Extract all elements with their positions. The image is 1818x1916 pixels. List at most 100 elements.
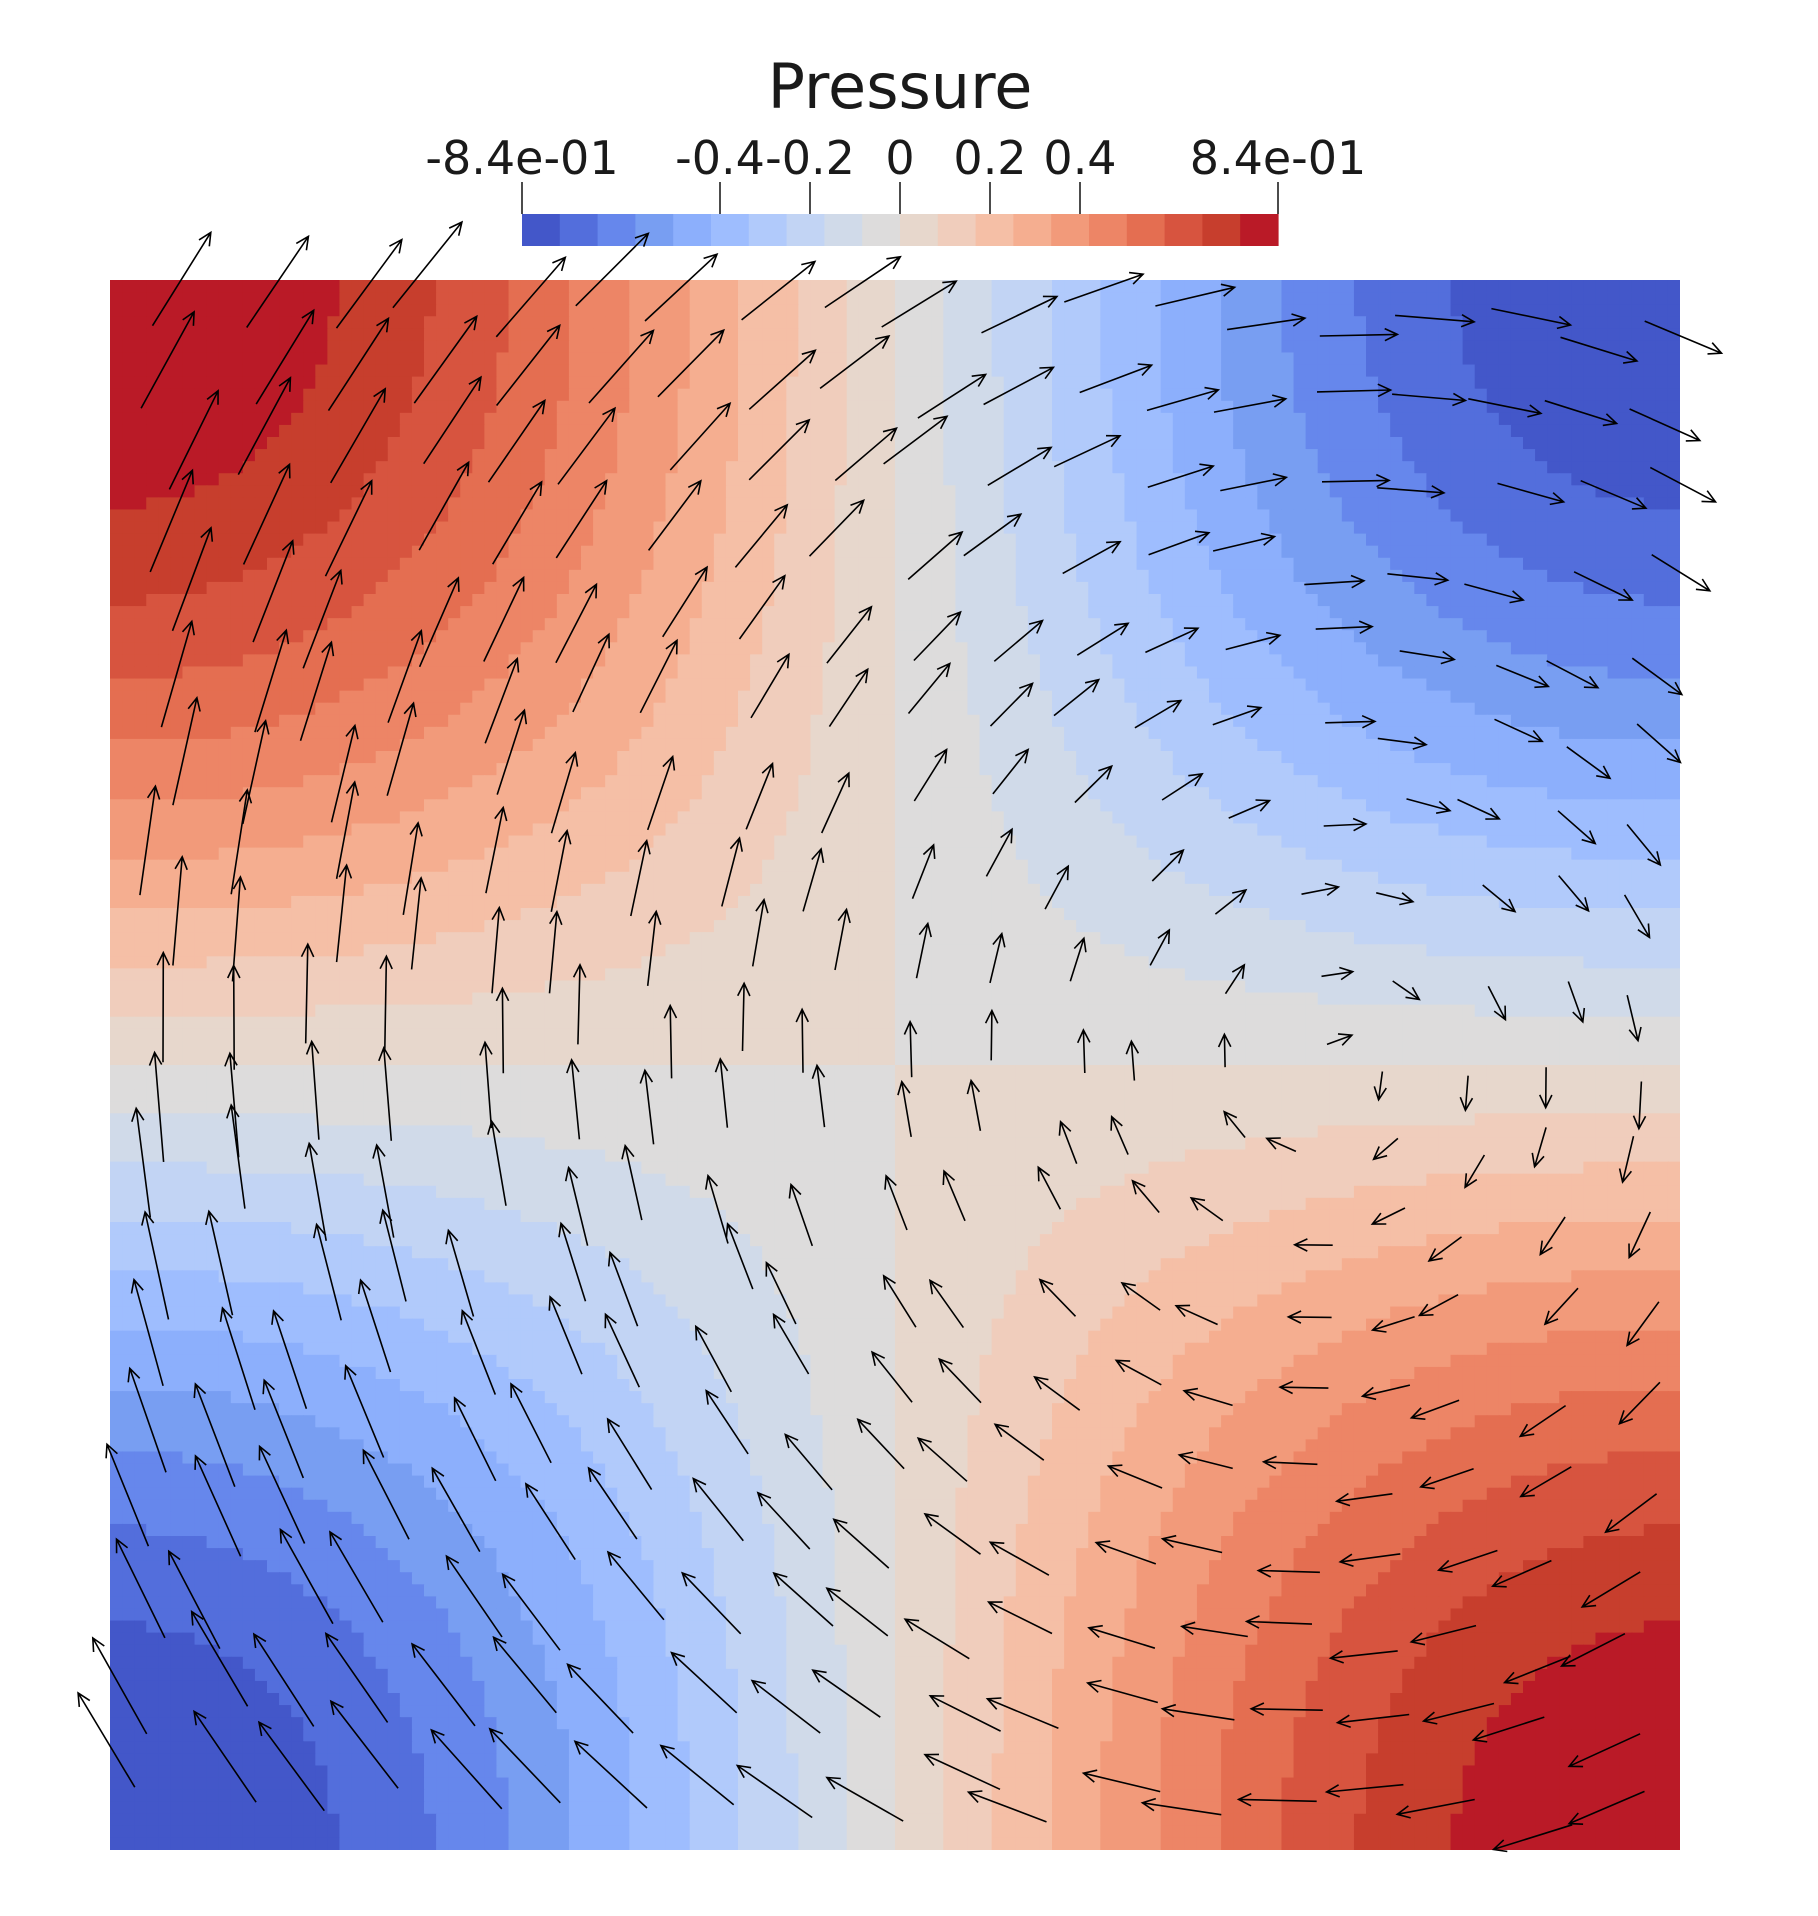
velocity-arrow	[1256, 1564, 1320, 1578]
velocity-arrow	[566, 1058, 581, 1140]
colorbar-title: Pressure	[768, 50, 1033, 123]
velocity-arrow	[313, 1222, 342, 1321]
velocity-arrow	[907, 662, 951, 715]
velocity-arrow	[575, 232, 650, 307]
velocity-arrow	[379, 954, 393, 1050]
velocity-arrow	[646, 909, 662, 986]
velocity-arrow	[1409, 1624, 1477, 1646]
velocity-arrow	[983, 366, 1056, 406]
velocity-arrow	[1558, 875, 1590, 913]
velocity-arrow	[1134, 699, 1183, 729]
velocity-arrow	[1182, 1387, 1233, 1407]
velocity-arrow	[1319, 327, 1400, 342]
velocity-arrow	[1321, 966, 1355, 981]
velocity-arrow	[741, 260, 817, 321]
velocity-arrow	[1626, 823, 1662, 867]
colorbar-band	[1013, 214, 1052, 246]
velocity-arrow	[907, 530, 964, 581]
velocity-arrow	[193, 1709, 257, 1803]
velocity-arrow	[811, 1669, 881, 1718]
velocity-arrow	[460, 1308, 497, 1395]
velocity-arrow	[300, 942, 315, 1044]
colorbar-tick-label: 0.2	[953, 131, 1026, 185]
velocity-arrow	[1464, 1154, 1486, 1189]
velocity-arrow	[1323, 817, 1368, 832]
velocity-arrow	[171, 526, 214, 632]
velocity-arrow	[548, 909, 563, 994]
velocity-arrow	[587, 1466, 638, 1540]
velocity-arrow	[923, 1512, 981, 1555]
velocity-arrow	[750, 1679, 821, 1734]
velocity-arrow	[1249, 1702, 1323, 1716]
velocity-arrow	[327, 316, 390, 412]
velocity-arrow	[572, 632, 610, 713]
velocity-arrow	[1471, 1716, 1545, 1743]
velocity-arrow	[423, 375, 482, 465]
velocity-arrow	[1618, 1136, 1635, 1184]
velocity-arrow	[524, 1482, 576, 1561]
velocity-arrow	[748, 349, 817, 410]
velocity-arrow	[1064, 271, 1145, 303]
velocity-arrow	[966, 1078, 982, 1131]
velocity-arrow	[738, 574, 786, 640]
velocity-arrow	[131, 1106, 152, 1218]
velocity-arrow	[329, 1699, 399, 1789]
velocity-arrow	[335, 780, 360, 879]
velocity-arrow	[495, 986, 510, 1074]
colorbar-band	[1240, 214, 1279, 246]
colorbar-band	[522, 214, 561, 246]
velocity-arrow	[881, 280, 958, 328]
velocity-arrow	[1106, 1464, 1163, 1489]
velocity-arrow	[736, 981, 751, 1052]
velocity-arrow	[644, 252, 719, 322]
velocity-arrow	[826, 605, 873, 664]
velocity-arrow	[725, 1222, 754, 1290]
velocity-arrow	[1373, 1071, 1387, 1102]
velocity-arrow	[834, 907, 851, 971]
velocity-arrow	[993, 1423, 1045, 1461]
velocity-arrow	[828, 667, 869, 728]
velocity-arrow	[1631, 657, 1684, 696]
velocity-arrow	[1155, 283, 1237, 307]
colorbar-band	[748, 214, 788, 246]
velocity-arrow	[305, 1039, 320, 1140]
velocity-arrow	[1543, 1287, 1579, 1326]
velocity-arrow	[811, 1063, 826, 1128]
velocity-arrow	[1632, 1081, 1647, 1131]
velocity-arrow	[992, 748, 1030, 795]
pressure-field	[110, 280, 1680, 1850]
velocity-arrow	[870, 1350, 913, 1403]
velocity-arrow	[431, 1466, 481, 1552]
velocity-arrow	[335, 863, 353, 963]
velocity-arrow	[1081, 1769, 1161, 1793]
velocity-arrow	[77, 1691, 136, 1788]
velocity-arrow	[1497, 482, 1566, 506]
velocity-arrow	[1149, 928, 1171, 966]
velocity-arrow	[168, 389, 219, 490]
velocity-arrow	[372, 1143, 395, 1238]
velocity-arrow	[156, 950, 171, 1063]
velocity-arrow	[657, 328, 725, 398]
velocity-arrow	[987, 446, 1053, 486]
velocity-arrow	[1626, 995, 1642, 1043]
velocity-arrow	[1338, 1553, 1401, 1568]
colorbar-tick-label: -0.4	[675, 131, 765, 185]
velocity-arrow	[1629, 408, 1702, 442]
velocity-arrow	[903, 1019, 918, 1078]
velocity-arrow	[1567, 1790, 1645, 1825]
velocity-arrow	[237, 376, 292, 475]
velocity-arrow	[988, 1541, 1050, 1576]
velocity-arrow	[344, 1363, 385, 1458]
velocity-arrow	[1372, 1137, 1399, 1161]
velocity-arrow	[1502, 1655, 1571, 1685]
velocity-arrow	[1496, 664, 1551, 689]
velocity-arrow	[1038, 1278, 1077, 1317]
colorbar-band	[937, 214, 977, 246]
velocity-arrow	[141, 1210, 170, 1320]
velocity-arrow	[193, 1382, 236, 1487]
velocity-arrow	[1494, 718, 1544, 743]
velocity-arrow	[430, 1728, 503, 1810]
velocity-arrow	[1370, 1207, 1406, 1225]
velocity-arrow	[917, 373, 988, 419]
